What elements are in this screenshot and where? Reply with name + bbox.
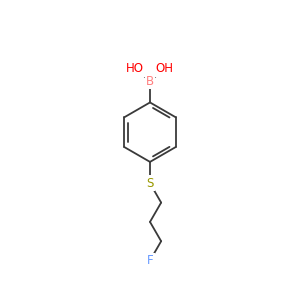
Text: OH: OH: [156, 62, 174, 75]
Text: F: F: [147, 254, 153, 267]
Text: HO: HO: [126, 62, 144, 75]
Text: S: S: [146, 177, 154, 190]
Text: B: B: [146, 74, 154, 88]
